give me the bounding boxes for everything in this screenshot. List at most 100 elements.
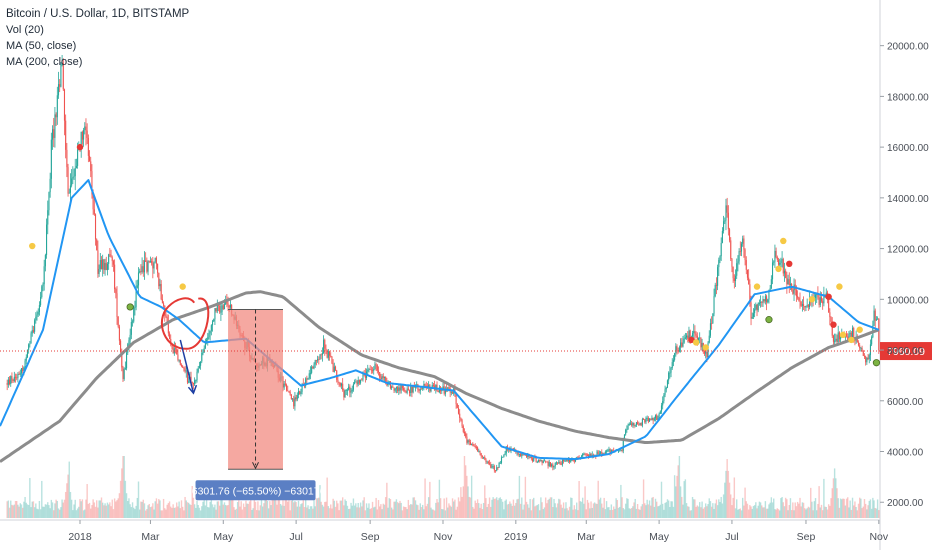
volume-bar [64, 491, 67, 518]
symbol-title[interactable]: Bitcoin / U.S. Dollar, 1D, BITSTAMP [6, 8, 190, 20]
volume-bar [370, 508, 373, 518]
volume-bar [700, 507, 702, 518]
volume-bar [544, 497, 547, 518]
candle-body [663, 394, 665, 402]
volume-bar [437, 502, 439, 518]
candle-body [633, 422, 635, 426]
volume-bar [602, 507, 604, 518]
study-volume[interactable]: Vol (20) [6, 24, 44, 36]
candle-body [743, 238, 745, 250]
candle-body [188, 381, 190, 383]
candle-body [754, 309, 756, 314]
candle-body [460, 418, 462, 421]
volume-bar [684, 479, 687, 518]
volume-bar [633, 502, 635, 518]
volume-bar [792, 502, 794, 518]
candle-body [874, 310, 876, 321]
volume-bar [179, 508, 181, 518]
candle-body [850, 332, 852, 339]
volume-bar [259, 505, 261, 518]
candle-body [331, 356, 333, 364]
volume-bar [587, 502, 590, 518]
volume-bar [510, 503, 512, 518]
volume-bar [293, 502, 295, 518]
candle-body [220, 311, 222, 313]
volume-bar [842, 498, 844, 518]
candle-body [128, 340, 130, 345]
volume-bar [540, 497, 542, 518]
volume-bar [509, 501, 511, 518]
volume-bar [734, 508, 737, 518]
volume-bar [303, 507, 306, 518]
volume-bar [823, 478, 825, 518]
volume-bar [547, 499, 549, 518]
volume-bar [251, 509, 253, 518]
volume-bar [306, 507, 308, 518]
volume-bar [349, 508, 351, 518]
candle-body [450, 392, 452, 393]
candle-body [601, 451, 603, 454]
candle-body [313, 364, 315, 369]
study-ma50[interactable]: MA (50, close) [6, 40, 77, 52]
candle-body [209, 330, 211, 334]
volume-bar [737, 509, 739, 518]
study-ma200[interactable]: MA (200, close) [6, 56, 83, 68]
candle-body [213, 319, 215, 322]
candle-body [94, 214, 97, 240]
volume-bar [457, 497, 460, 518]
volume-bar [30, 507, 32, 518]
volume-bar [517, 498, 519, 518]
volume-bar [339, 500, 341, 518]
volume-bar [843, 498, 845, 518]
volume-bar [278, 499, 281, 518]
volume-bar [690, 510, 693, 518]
candle-body [709, 323, 711, 336]
candle-body [100, 260, 103, 270]
candle-body [97, 250, 99, 274]
volume-bar [12, 505, 14, 518]
volume-bar [266, 501, 269, 518]
candle-body [130, 322, 132, 335]
volume-bar [685, 503, 688, 518]
volume-bar [862, 506, 864, 518]
volume-bar [658, 505, 660, 518]
volume-bar [357, 502, 359, 518]
volume-bar [529, 498, 531, 518]
volume-bar [209, 501, 211, 518]
candle-body [198, 365, 200, 369]
candle-body [720, 242, 722, 257]
candle-body [708, 335, 710, 343]
candle-body [853, 328, 855, 340]
volume-bar [558, 498, 560, 518]
candle-body [85, 126, 87, 131]
candle-body [186, 370, 189, 383]
volume-bar [833, 468, 836, 518]
volume-bar [603, 497, 605, 518]
candle-body [37, 312, 39, 315]
volume-bar [817, 503, 819, 518]
candle-body [629, 423, 631, 425]
candle-body [745, 260, 747, 270]
volume-bar [627, 498, 629, 518]
volume-bar [382, 503, 384, 518]
candle-body [161, 299, 163, 304]
candle-body [160, 284, 162, 300]
volume-bar [143, 503, 146, 518]
volume-bar [319, 485, 321, 518]
volume-bar [178, 501, 180, 518]
volume-bar [708, 498, 710, 518]
candle-body [211, 321, 214, 326]
candle-body [551, 464, 553, 467]
volume-bar [586, 499, 589, 518]
candle-body [789, 283, 791, 285]
candle-body [122, 367, 124, 379]
volume-bar [536, 505, 539, 518]
volume-bar [423, 509, 425, 518]
volume-bar [696, 505, 699, 518]
candle-body [641, 419, 643, 426]
candle-body [103, 259, 105, 270]
volume-bar [521, 497, 523, 518]
volume-bar [726, 459, 728, 518]
candle-body [370, 369, 372, 371]
